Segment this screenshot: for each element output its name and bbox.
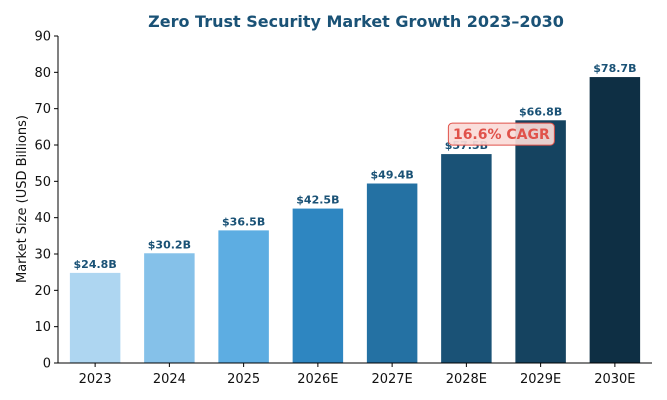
cagr-annotation-text: 16.6% CAGR [453, 127, 550, 143]
value-label-2026e: $42.5B [296, 194, 339, 207]
y-tick-label-80: 80 [34, 66, 51, 81]
value-label-2029e: $66.8B [519, 105, 562, 118]
x-tick-label-2029e: 2029E [520, 372, 561, 387]
bar-2024 [144, 253, 195, 363]
x-tick-label-2024: 2024 [153, 372, 186, 387]
x-tick-label-2025: 2025 [227, 372, 260, 387]
bar-2027e [366, 183, 418, 363]
y-tick-label-90: 90 [34, 30, 51, 45]
x-tick-label-2023: 2023 [79, 372, 112, 387]
y-tick-label-10: 10 [34, 320, 51, 335]
plot-area: $24.8B$30.2B$36.5B$42.5B$49.4B$57.5B$66.… [34, 30, 652, 387]
y-axis-label: Market Size (USD Billions) [15, 115, 30, 283]
value-label-2030e: $78.7B [593, 62, 636, 75]
y-tick-label-40: 40 [34, 211, 51, 226]
chart-title: Zero Trust Security Market Growth 2023–2… [148, 12, 564, 31]
cagr-annotation: 16.6% CAGR [447, 122, 555, 146]
y-tick-label-20: 20 [34, 284, 51, 299]
value-label-2023: $24.8B [74, 258, 117, 271]
y-tick-label-30: 30 [34, 248, 51, 263]
y-tick-label-0: 0 [43, 357, 51, 372]
value-label-2027e: $49.4B [371, 169, 414, 182]
bar-2030e [589, 77, 641, 363]
value-label-2024: $30.2B [148, 238, 191, 251]
bar-2029e [515, 120, 566, 363]
cagr-annotation-box [447, 122, 555, 146]
bar-2025 [218, 230, 269, 363]
value-label-2025: $36.5B [222, 215, 265, 228]
bar-2026e [292, 208, 344, 363]
x-tick-label-2030e: 2030E [594, 372, 635, 387]
y-tick-label-50: 50 [34, 175, 51, 190]
x-tick-label-2028e: 2028E [446, 372, 487, 387]
y-tick-label-70: 70 [34, 102, 51, 117]
x-tick-label-2027e: 2027E [371, 372, 412, 387]
x-tick-label-2026e: 2026E [297, 372, 338, 387]
bar-2023 [69, 272, 121, 363]
y-tick-label-60: 60 [34, 139, 51, 154]
bar-2028e [441, 154, 492, 363]
